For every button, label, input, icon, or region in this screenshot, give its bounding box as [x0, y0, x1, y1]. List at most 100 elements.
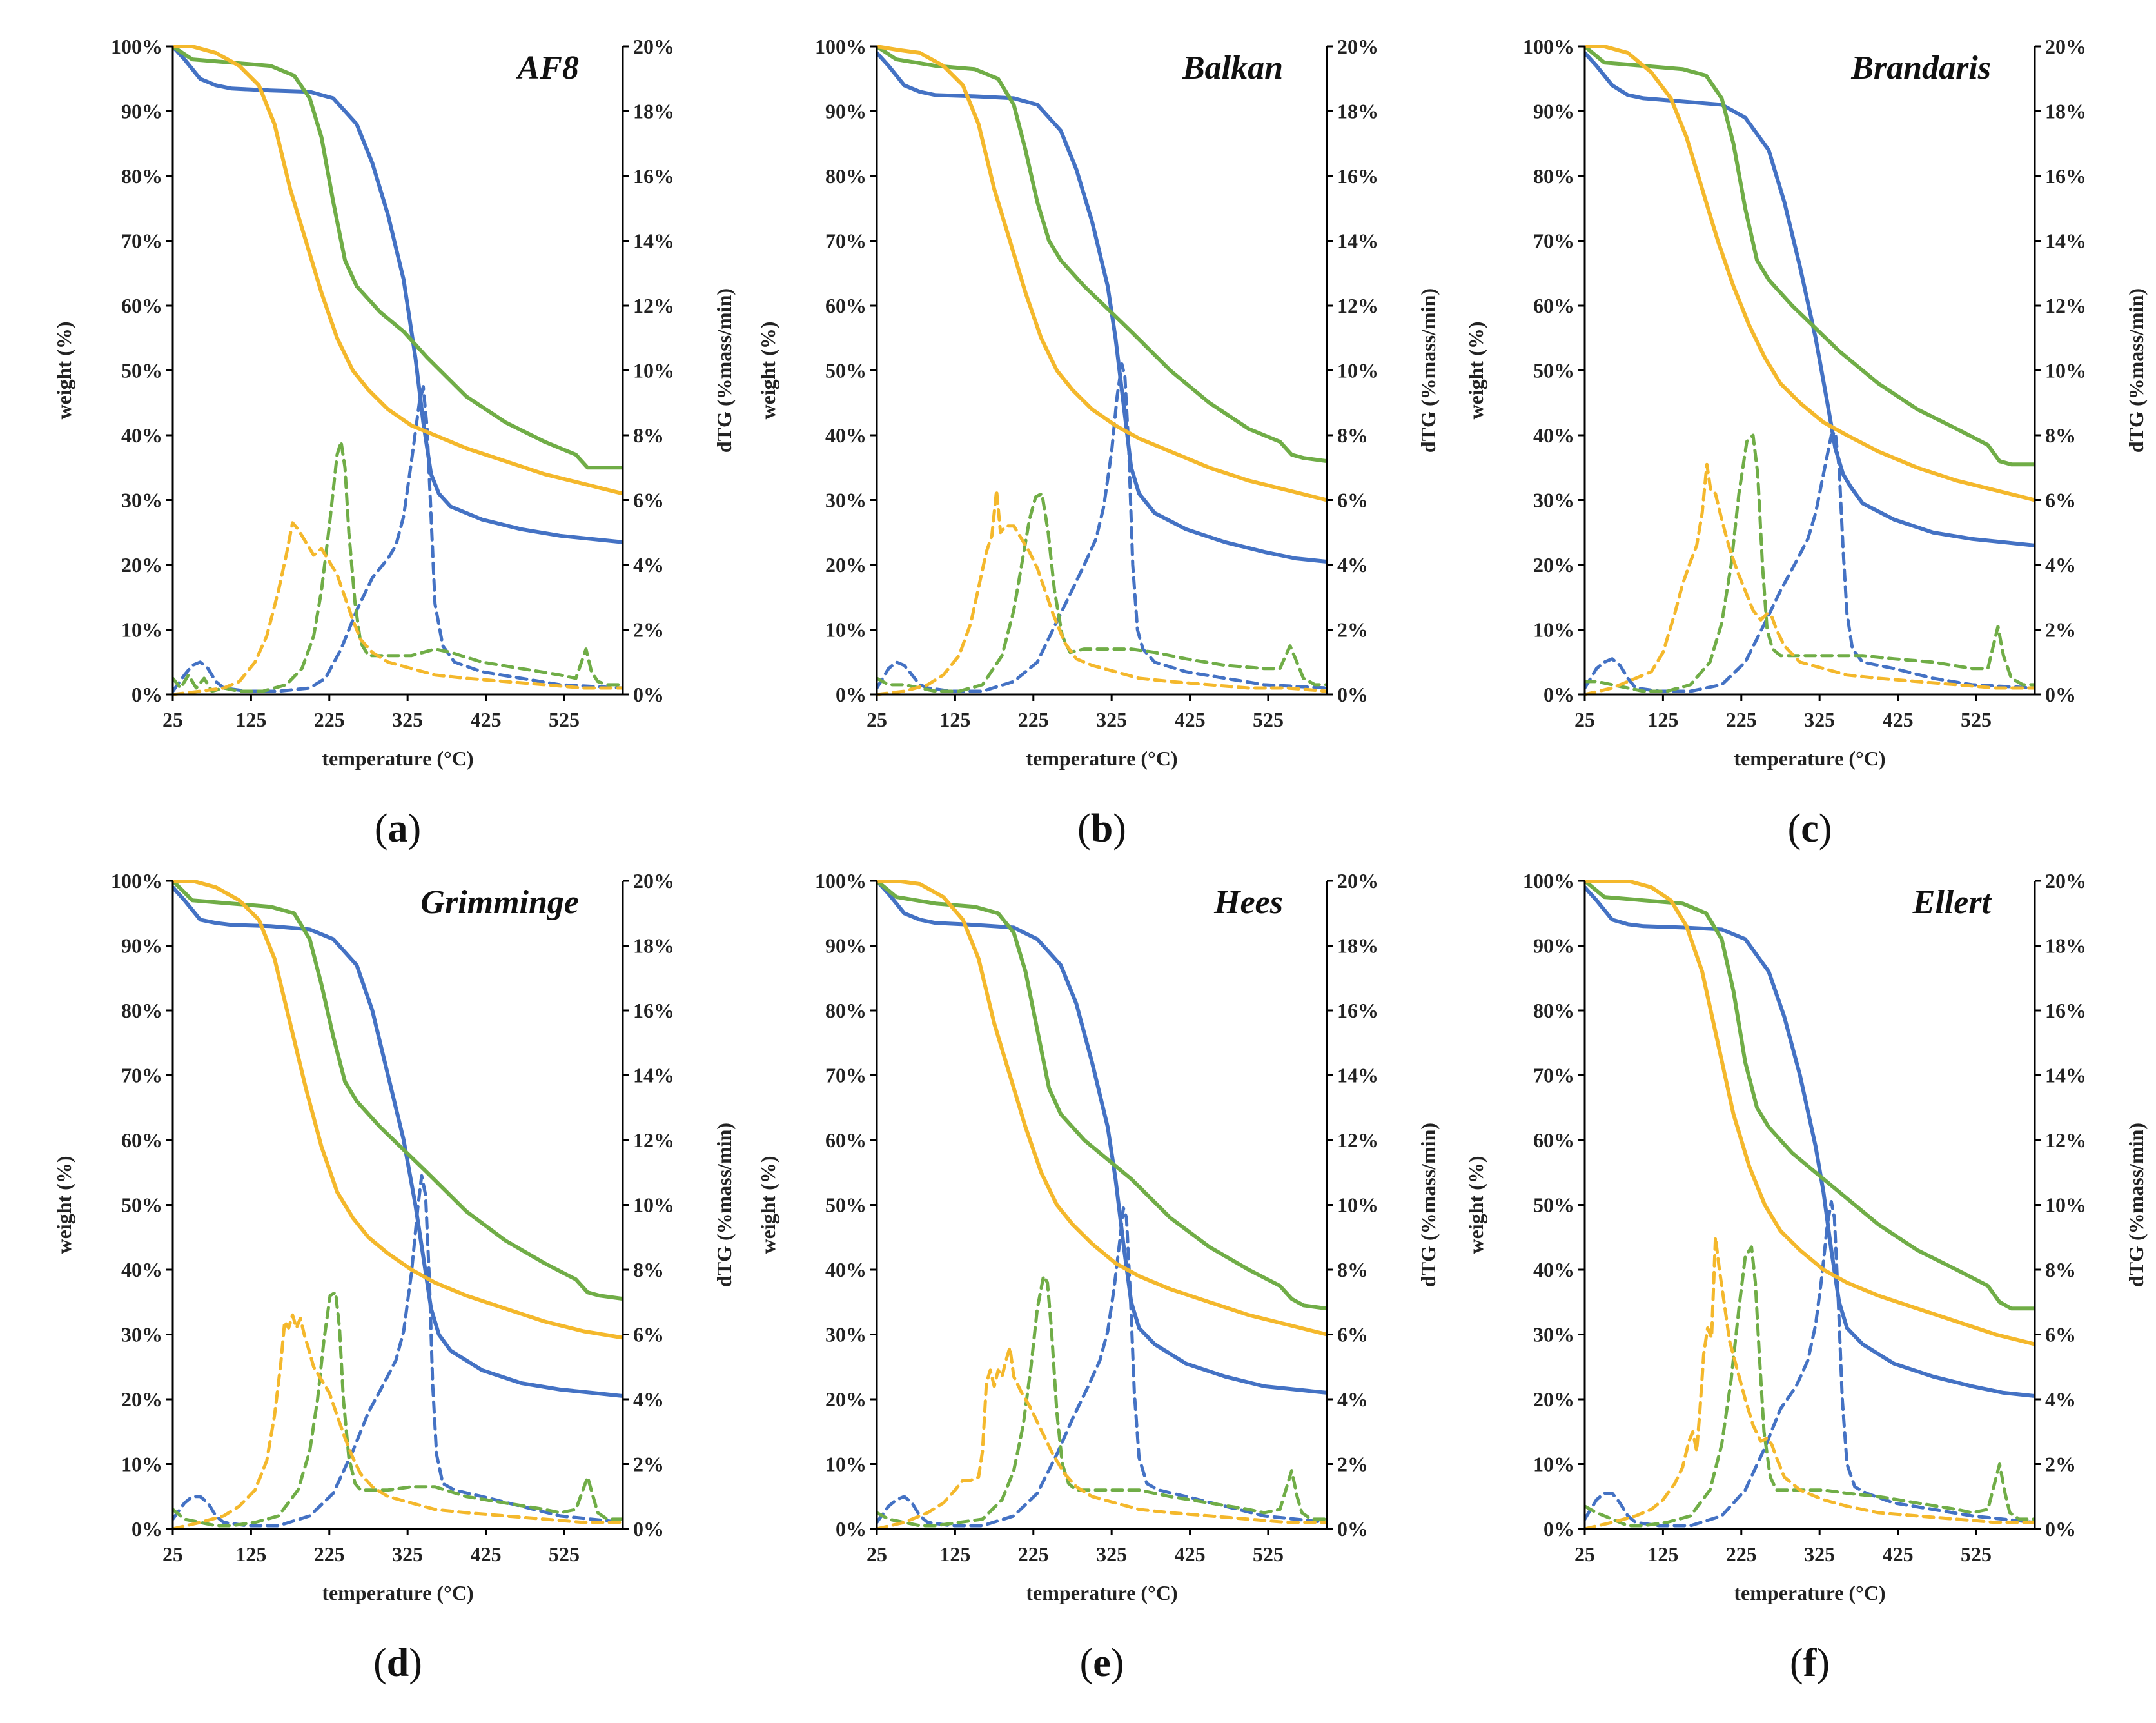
y-tick-label: 10% [121, 1453, 162, 1476]
x-tick-label: 425 [1883, 1542, 1914, 1566]
y-tick-label: 90% [1533, 100, 1574, 123]
series-line-tg-orange [1585, 45, 2035, 502]
y2-tick-label: 18% [633, 934, 674, 958]
y-axis-title: weight (%) [1464, 322, 1487, 420]
y2-tick-label: 4% [633, 553, 664, 576]
y2-tick-label: 16% [633, 999, 674, 1022]
y2-tick-label: 0% [1337, 1517, 1368, 1541]
series-line-dtg-blue [173, 1174, 623, 1528]
y2-tick-label: 12% [2045, 1128, 2086, 1152]
y2-tick-label: 12% [2045, 294, 2086, 317]
y-tick-label: 40% [825, 1258, 867, 1281]
x-tick-label: 25 [162, 708, 183, 731]
y2-tick-label: 14% [633, 1064, 674, 1087]
y2-tick-label: 4% [2045, 553, 2076, 576]
y-tick-label: 90% [121, 100, 162, 123]
y2-tick-label: 10% [633, 1194, 674, 1217]
x-tick-label: 525 [549, 1542, 580, 1566]
y2-tick-label: 8% [633, 1258, 664, 1281]
chart-panel-b: 0% 10% 20% 30% 40% 50% 60% 70% 80% 90% 100% 0% 2% 4% 6… [756, 35, 1440, 851]
y2-tick-label: 10% [633, 359, 674, 382]
y2-tick-label: 14% [2045, 1064, 2086, 1087]
series-line-dtg-orange [1585, 462, 2035, 696]
y-tick-label: 30% [825, 1323, 867, 1346]
x-tick-label: 225 [1726, 1542, 1757, 1566]
y2-tick-label: 12% [1337, 1128, 1378, 1152]
series-line-tg-blue [1585, 885, 2035, 1398]
chart-panel-e: 0% 10% 20% 30% 40% 50% 60% 70% 80% 90% 100% 0% 2% 4% 6… [756, 869, 1440, 1685]
panel-label-letter: c [1801, 807, 1819, 851]
panel-title: Balkan [1182, 50, 1283, 86]
y2-axis-title: dTG (%mass/min) [1416, 288, 1440, 453]
y-tick-label: 80% [121, 999, 162, 1022]
y-tick-label: 80% [1533, 164, 1574, 188]
y-tick-label: 50% [1533, 1194, 1574, 1217]
series-line-dtg-orange [877, 488, 1327, 696]
x-tick-label: 525 [1253, 708, 1284, 731]
series-line-tg-green [877, 45, 1327, 464]
panel-label: (f) [1790, 1641, 1830, 1685]
y-tick-label: 90% [1533, 934, 1574, 958]
y2-tick-label: 20% [633, 869, 674, 892]
x-axis-title: temperature (°C) [1734, 1581, 1885, 1604]
y-tick-label: 0% [132, 1517, 162, 1541]
y2-tick-label: 14% [1337, 230, 1378, 253]
y-tick-label: 40% [121, 1258, 162, 1281]
y2-tick-label: 12% [633, 294, 674, 317]
y2-tick-label: 6% [633, 489, 664, 512]
y-tick-label: 90% [825, 934, 867, 958]
y-tick-label: 20% [1533, 553, 1574, 576]
chart-panel-d: 0% 10% 20% 30% 40% 50% 60% 70% 80% 90% 100% 0% 2% 4% 6… [52, 869, 736, 1685]
panel-label-letter: a [388, 807, 408, 851]
x-tick-label: 425 [1175, 708, 1206, 731]
series-line-dtg-green [1585, 433, 2035, 693]
series-group [877, 45, 1327, 696]
y-tick-label: 100% [1523, 869, 1574, 892]
y-tick-label: 40% [1533, 1258, 1574, 1281]
y2-tick-label: 0% [2045, 1517, 2076, 1541]
y-tick-label: 50% [121, 359, 162, 382]
x-tick-label: 125 [939, 1542, 970, 1566]
panel-label-letter: d [387, 1641, 409, 1685]
series-line-tg-orange [877, 880, 1327, 1337]
y2-tick-label: 10% [2045, 359, 2086, 382]
panel-label-close: ) [1816, 1641, 1830, 1685]
y-tick-label: 80% [121, 164, 162, 188]
panel-label-letter: e [1093, 1641, 1111, 1685]
y-tick-label: 60% [1533, 294, 1574, 317]
series-line-tg-green [877, 880, 1327, 1311]
x-tick-label: 25 [1574, 708, 1595, 731]
x-axis-title: temperature (°C) [322, 1581, 473, 1604]
panel-label: (b) [1077, 807, 1126, 851]
x-tick-label: 325 [392, 708, 423, 731]
panel-label: (a) [375, 807, 421, 851]
y-tick-label: 0% [1544, 683, 1574, 706]
x-tick-label: 25 [162, 1542, 183, 1566]
y2-tick-label: 2% [1337, 1453, 1368, 1476]
y-tick-label: 30% [121, 489, 162, 512]
series-line-tg-blue [173, 45, 623, 544]
y-tick-label: 0% [1544, 1517, 1574, 1541]
y2-tick-label: 20% [1337, 869, 1378, 892]
chart-panel-c: 0% 10% 20% 30% 40% 50% 60% 70% 80% 90% 100% 0% 2% 4% 6… [1464, 35, 2148, 851]
y-tick-label: 20% [825, 1388, 867, 1411]
y2-tick-label: 18% [2045, 934, 2086, 958]
x-tick-label: 225 [1726, 708, 1757, 731]
x-tick-label: 325 [1096, 708, 1127, 731]
y2-tick-label: 6% [2045, 489, 2076, 512]
series-line-tg-orange [877, 45, 1327, 502]
series-group [1585, 45, 2035, 696]
y-tick-label: 60% [1533, 1128, 1574, 1152]
panel-title: Ellert [1912, 884, 1992, 921]
x-tick-label: 25 [1574, 1542, 1595, 1566]
y2-tick-label: 2% [2045, 618, 2076, 642]
series-group [173, 880, 623, 1530]
panel-label-close: ) [409, 1641, 422, 1685]
y2-tick-label: 6% [1337, 1323, 1368, 1346]
series-line-dtg-green [877, 1274, 1327, 1528]
x-tick-label: 225 [1018, 1542, 1049, 1566]
y2-tick-label: 0% [2045, 683, 2076, 706]
y2-tick-label: 12% [1337, 294, 1378, 317]
y-tick-label: 40% [825, 424, 867, 447]
